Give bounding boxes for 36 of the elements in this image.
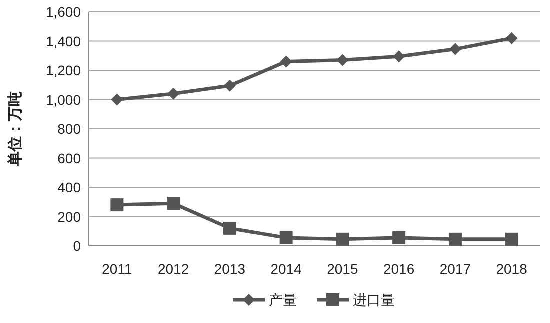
- point: [449, 43, 462, 56]
- y-tick-label: 1,200: [46, 62, 82, 78]
- point: [506, 32, 518, 44]
- legend-label: 进口量: [353, 293, 395, 309]
- point: [224, 80, 236, 92]
- x-tick-label: 2012: [158, 261, 190, 277]
- point: [167, 197, 180, 210]
- y-tick-label: 1,000: [46, 92, 82, 108]
- y-tick-label: 600: [58, 150, 82, 166]
- point: [448, 232, 462, 246]
- x-tick-label: 2015: [327, 261, 358, 277]
- point: [280, 231, 293, 244]
- x-tick-label: 2013: [214, 261, 246, 277]
- point: [392, 231, 406, 244]
- x-tick-label: 2014: [270, 261, 302, 277]
- point: [110, 198, 124, 212]
- y-tick-label: 0: [73, 238, 82, 254]
- y-axis-title: 单位：万吨: [7, 92, 24, 168]
- point: [336, 54, 349, 66]
- point: [111, 94, 124, 106]
- y-tick-label: 1,600: [46, 4, 82, 20]
- point: [280, 56, 292, 68]
- x-tick-label: 2017: [440, 261, 472, 277]
- y-tick-label: 1,400: [46, 33, 82, 50]
- y-tick-label: 400: [58, 180, 82, 196]
- x-tick-label: 2016: [383, 261, 415, 277]
- point: [168, 88, 180, 100]
- point: [505, 232, 518, 246]
- point: [393, 50, 406, 63]
- point: [223, 222, 236, 235]
- y-tick-label: 200: [58, 208, 82, 225]
- x-tick-label: 2018: [496, 261, 528, 277]
- y-tick-label: 800: [58, 121, 82, 137]
- x-tick-label: 2011: [102, 261, 132, 277]
- point: [336, 232, 350, 246]
- legend-label: 产量: [269, 293, 297, 309]
